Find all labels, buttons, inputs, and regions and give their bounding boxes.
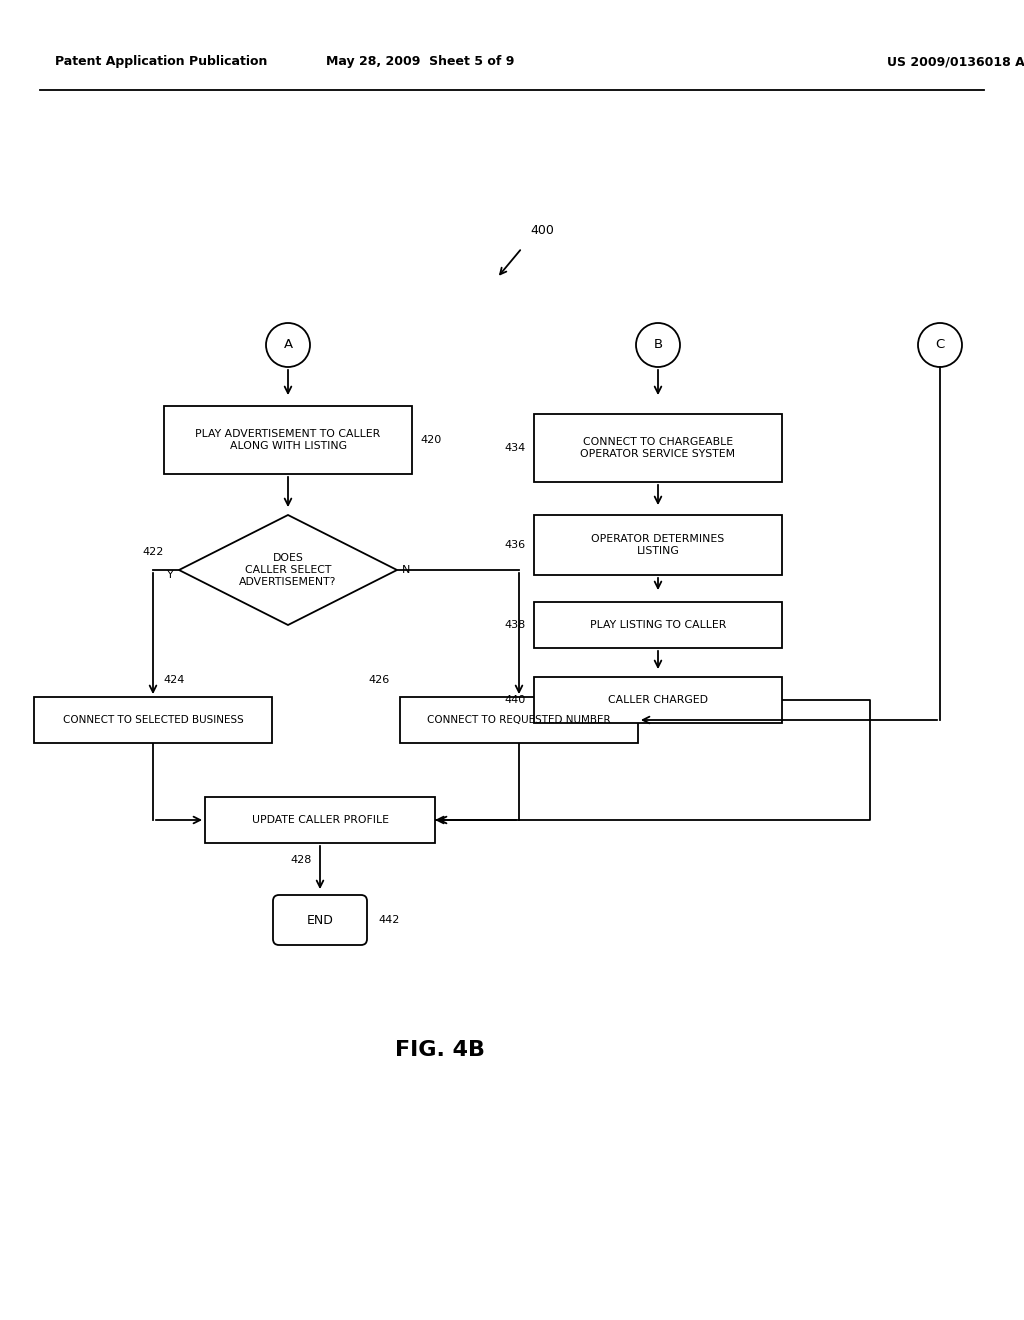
Text: CONNECT TO REQUESTED NUMBER: CONNECT TO REQUESTED NUMBER (427, 715, 610, 725)
Text: 428: 428 (290, 855, 311, 865)
Text: UPDATE CALLER PROFILE: UPDATE CALLER PROFILE (252, 814, 388, 825)
FancyBboxPatch shape (400, 697, 638, 743)
Text: N: N (402, 565, 411, 576)
Text: 436: 436 (505, 540, 526, 550)
Text: CONNECT TO CHARGEABLE
OPERATOR SERVICE SYSTEM: CONNECT TO CHARGEABLE OPERATOR SERVICE S… (581, 437, 735, 459)
FancyBboxPatch shape (164, 407, 412, 474)
Text: OPERATOR DETERMINES
LISTING: OPERATOR DETERMINES LISTING (592, 535, 725, 556)
Text: 438: 438 (505, 620, 526, 630)
Text: 426: 426 (369, 675, 390, 685)
Text: 442: 442 (378, 915, 399, 925)
Text: 422: 422 (142, 546, 164, 557)
Text: 440: 440 (505, 696, 526, 705)
Text: Y: Y (167, 570, 174, 579)
FancyBboxPatch shape (273, 895, 367, 945)
Polygon shape (179, 515, 397, 624)
Text: PLAY LISTING TO CALLER: PLAY LISTING TO CALLER (590, 620, 726, 630)
Text: Patent Application Publication: Patent Application Publication (55, 55, 267, 69)
Text: CONNECT TO SELECTED BUSINESS: CONNECT TO SELECTED BUSINESS (62, 715, 244, 725)
Text: END: END (306, 913, 334, 927)
Text: A: A (284, 338, 293, 351)
FancyBboxPatch shape (534, 515, 782, 576)
Text: US 2009/0136018 A1: US 2009/0136018 A1 (887, 55, 1024, 69)
Text: 400: 400 (530, 223, 554, 236)
FancyBboxPatch shape (534, 677, 782, 723)
FancyBboxPatch shape (205, 797, 435, 843)
Text: PLAY ADVERTISEMENT TO CALLER
ALONG WITH LISTING: PLAY ADVERTISEMENT TO CALLER ALONG WITH … (196, 429, 381, 451)
FancyBboxPatch shape (34, 697, 272, 743)
Text: May 28, 2009  Sheet 5 of 9: May 28, 2009 Sheet 5 of 9 (326, 55, 514, 69)
Text: C: C (935, 338, 944, 351)
Text: 424: 424 (163, 675, 184, 685)
Text: CALLER CHARGED: CALLER CHARGED (608, 696, 708, 705)
FancyBboxPatch shape (534, 414, 782, 482)
Text: B: B (653, 338, 663, 351)
FancyBboxPatch shape (534, 602, 782, 648)
Text: 420: 420 (420, 436, 441, 445)
Text: FIG. 4B: FIG. 4B (395, 1040, 485, 1060)
Text: 434: 434 (505, 444, 526, 453)
Text: DOES
CALLER SELECT
ADVERTISEMENT?: DOES CALLER SELECT ADVERTISEMENT? (240, 553, 337, 586)
